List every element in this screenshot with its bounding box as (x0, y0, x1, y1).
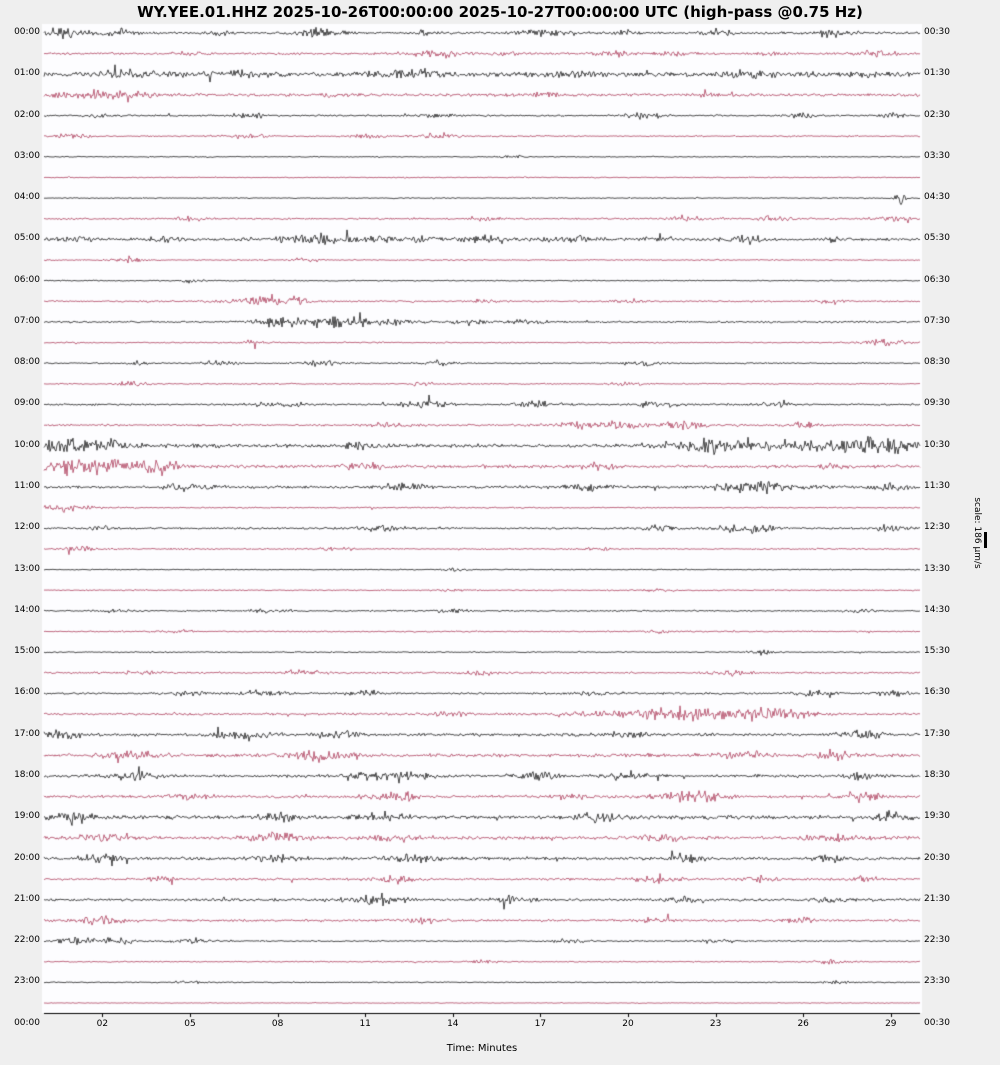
time-label-right: 10:30 (924, 439, 950, 450)
x-tick-label: 11 (359, 1019, 371, 1029)
time-label-left: 06:00 (14, 274, 40, 285)
time-label-right: 02:30 (924, 109, 950, 120)
time-label-right: 19:30 (924, 811, 950, 822)
time-label-right: 01:30 (924, 68, 950, 79)
x-tick-label: 29 (885, 1019, 897, 1029)
time-label-right: 05:30 (924, 233, 950, 244)
time-label-left: 01:00 (14, 68, 40, 79)
x-axis-label: Time: Minutes (446, 1043, 518, 1054)
time-label-left: 07:00 (14, 315, 40, 326)
scale-label: scale: 186 μm/s (972, 496, 982, 569)
time-label-left: 23:00 (14, 976, 40, 987)
time-label-left: 15:00 (14, 646, 40, 657)
x-tick-label: 26 (797, 1019, 809, 1029)
time-label-right: 12:30 (924, 522, 950, 533)
time-label-left: 12:00 (14, 522, 40, 533)
time-label-left: 04:00 (14, 192, 40, 203)
time-label-left: 09:00 (14, 398, 40, 409)
time-label-left: 20:00 (14, 852, 40, 863)
time-label-right: 07:30 (924, 315, 950, 326)
time-label-right: 18:30 (924, 769, 950, 780)
time-label-right: 15:30 (924, 646, 950, 657)
x-tick-label: 17 (534, 1019, 547, 1029)
time-label-left: 14:00 (14, 604, 40, 615)
x-tick-label: 05 (184, 1019, 196, 1029)
time-label-right: 17:30 (924, 728, 950, 739)
time-label-right: 22:30 (924, 935, 950, 946)
time-label-right: 11:30 (924, 481, 950, 492)
time-label-left: 05:00 (14, 233, 40, 244)
time-label-right: 00:30 (924, 27, 950, 37)
x-tick-label: 14 (447, 1019, 459, 1029)
time-label-left: 16:00 (14, 687, 40, 698)
time-label-right: 03:30 (924, 150, 950, 161)
axis-left-label: 00:00 (14, 1018, 40, 1028)
time-label-left: 00:00 (14, 27, 40, 37)
time-label-left: 19:00 (14, 811, 40, 822)
time-label-left: 21:00 (14, 893, 40, 904)
time-label-left: 11:00 (14, 481, 40, 492)
time-label-right: 13:30 (924, 563, 950, 574)
time-label-left: 17:00 (14, 728, 40, 739)
time-label-right: 04:30 (924, 192, 950, 203)
scale-bar (984, 532, 987, 548)
time-label-left: 02:00 (14, 109, 40, 120)
time-label-left: 08:00 (14, 357, 40, 368)
time-label-right: 20:30 (924, 852, 950, 863)
time-label-right: 08:30 (924, 357, 950, 368)
time-label-left: 18:00 (14, 769, 40, 780)
x-tick-label: 02 (96, 1019, 109, 1029)
x-tick-label: 08 (271, 1019, 284, 1029)
axis-right-label: 00:30 (924, 1018, 950, 1028)
time-label-right: 16:30 (924, 687, 950, 698)
time-label-left: 22:00 (14, 935, 40, 946)
time-label-left: 13:00 (14, 563, 40, 574)
time-label-right: 14:30 (924, 604, 950, 615)
time-label-left: 10:00 (14, 439, 40, 450)
time-label-right: 21:30 (924, 893, 950, 904)
x-tick-label: 20 (622, 1019, 634, 1029)
time-label-right: 09:30 (924, 398, 950, 409)
time-label-right: 06:30 (924, 274, 950, 285)
time-label-right: 23:30 (924, 976, 950, 987)
time-label-left: 03:00 (14, 150, 40, 161)
x-tick-label: 23 (709, 1019, 722, 1029)
